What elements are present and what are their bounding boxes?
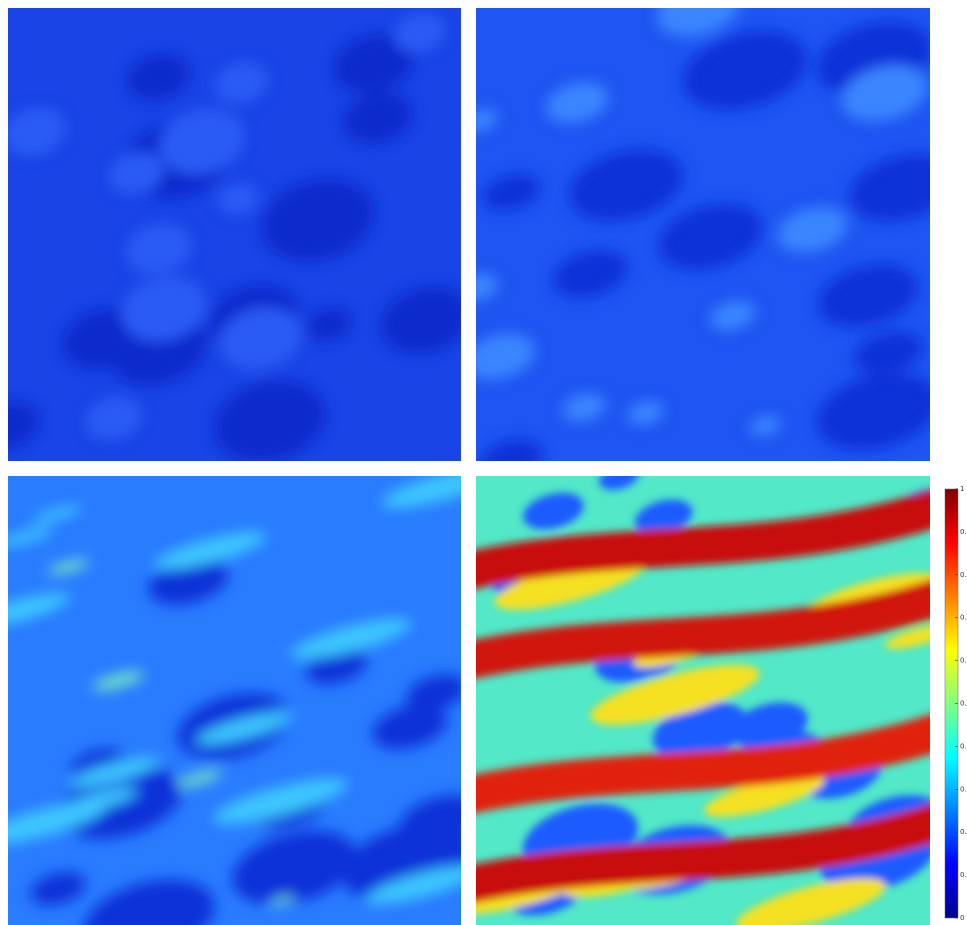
field-blob	[523, 492, 584, 530]
field-panel	[8, 8, 461, 461]
field-blob	[8, 593, 71, 627]
field-blob	[817, 264, 918, 328]
colorbar-tick-label: 0.	[960, 785, 967, 793]
field-blob	[635, 499, 693, 535]
field-blob	[627, 401, 664, 425]
field-blob	[8, 402, 40, 448]
field-blob	[479, 439, 544, 461]
field-band	[476, 579, 930, 679]
field-blob	[365, 865, 461, 904]
field-blob	[83, 879, 215, 925]
colorbar-tick-label: 0.	[960, 528, 967, 536]
field-blob	[8, 527, 53, 547]
field-blob	[406, 674, 461, 711]
field-blob	[656, 8, 740, 37]
field-blob	[30, 872, 86, 906]
field-blob	[177, 770, 222, 787]
field-blob	[652, 701, 749, 760]
colorbar-tick-label: 0.	[960, 571, 967, 579]
field-blob	[854, 331, 923, 375]
field-blob	[232, 830, 357, 905]
field-blob	[69, 757, 160, 788]
field-blob	[159, 109, 245, 175]
field-blob	[749, 415, 781, 436]
field-blob	[885, 624, 930, 649]
field-band	[476, 489, 930, 589]
field-blob	[8, 801, 107, 845]
field-blob	[590, 664, 760, 725]
field-blob	[736, 878, 886, 925]
field-blob	[125, 223, 192, 275]
field-blob	[562, 393, 606, 422]
field-blob	[372, 704, 448, 749]
field-blob	[212, 778, 348, 824]
field-blob	[195, 711, 294, 745]
field-blob	[849, 154, 930, 222]
field-blob	[841, 65, 928, 122]
field-blob	[816, 373, 930, 450]
field-blob	[218, 183, 259, 215]
field-panel	[476, 476, 930, 925]
field-blob	[598, 476, 639, 490]
field-blob	[290, 618, 412, 659]
field-blob	[476, 333, 536, 380]
field-blob	[394, 13, 446, 53]
field-blob	[704, 774, 825, 817]
field-blob	[92, 671, 145, 690]
field-blob	[154, 531, 267, 570]
field-blob	[261, 178, 374, 262]
field-blob	[214, 62, 268, 104]
colorbar: 0 0. 0. 0. 0. 0. 0. 0. 0. 0. 1	[944, 485, 967, 922]
field-blob	[476, 273, 499, 302]
colorbar-tick-label: 0.	[960, 828, 967, 836]
field-blob	[270, 896, 295, 905]
field-blob	[784, 223, 816, 244]
colorbar-tick-label: 0.	[960, 700, 967, 708]
field-band	[476, 714, 930, 813]
field-blob	[658, 203, 763, 270]
field-blob	[121, 276, 206, 342]
field-blob	[148, 557, 229, 605]
colorbar-tick-label: 0	[960, 914, 964, 922]
colorbar-tick-label: 0.	[960, 657, 967, 665]
field-blob	[333, 34, 414, 93]
field-blob	[552, 250, 628, 298]
field-blob	[219, 307, 302, 370]
field-panel	[8, 476, 461, 925]
field-blob	[545, 82, 609, 123]
field-band	[476, 804, 930, 903]
field-blob	[682, 31, 808, 110]
field-blob	[476, 109, 498, 132]
colorbar-tick-label: 1	[960, 485, 964, 493]
field-blob	[109, 152, 164, 195]
field-blob	[8, 107, 66, 156]
field-blob	[306, 308, 351, 341]
colorbar-tick-label: 0.	[960, 871, 967, 879]
field-blob	[381, 476, 461, 508]
colorbar-tick-label: 0.	[960, 614, 967, 622]
field-blob	[214, 380, 325, 461]
field-blob	[399, 795, 461, 844]
field-blob	[85, 396, 142, 441]
field-blob	[48, 559, 90, 574]
field-blob	[482, 174, 541, 211]
field-blob	[381, 286, 461, 354]
field-blob	[343, 92, 413, 143]
field-blob	[710, 301, 756, 331]
field-blob	[32, 505, 82, 523]
colorbar-tick-label: 0.	[960, 742, 967, 750]
field-blob	[127, 54, 190, 101]
field-blob	[569, 149, 684, 222]
field-panel	[476, 8, 930, 461]
